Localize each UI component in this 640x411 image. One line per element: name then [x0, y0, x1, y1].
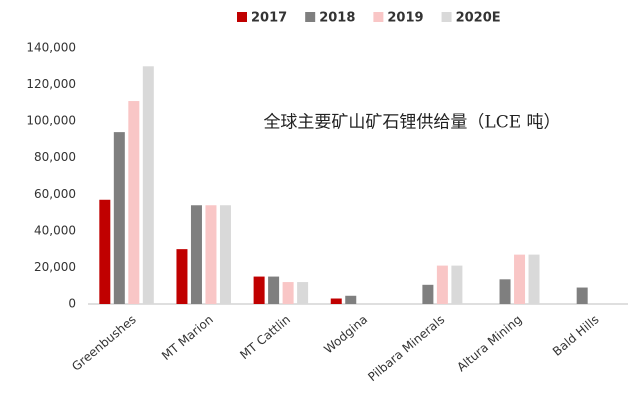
- bar: [99, 199, 111, 304]
- bar: [499, 279, 511, 304]
- bar: [253, 276, 265, 304]
- bar: [282, 282, 294, 304]
- x-tick-label: Greenbushes: [69, 312, 139, 374]
- x-tick-label: Altura Mining: [454, 312, 524, 374]
- legend-swatch: [441, 12, 452, 22]
- legend-swatch: [237, 12, 247, 22]
- y-tick-label: 40,000: [34, 223, 76, 237]
- bar: [345, 295, 357, 304]
- y-tick-label: 60,000: [34, 187, 76, 201]
- y-tick-label: 0: [68, 297, 76, 311]
- chart-title: 全球主要矿山矿石锂供给量（LCE 吨）: [263, 113, 560, 133]
- bar: [514, 254, 526, 304]
- bar: [576, 287, 588, 304]
- bar: [422, 284, 434, 304]
- y-tick-label: 140,000: [26, 41, 76, 55]
- legend-label: 2019: [387, 11, 423, 26]
- legend-swatch: [305, 12, 316, 22]
- x-tick-label: MT Marion: [159, 312, 216, 363]
- bar: [205, 205, 217, 304]
- x-tick-label: MT Cattlin: [237, 312, 293, 362]
- y-tick-label: 100,000: [26, 114, 76, 128]
- legend: 2017 2018 2019 2020E: [237, 11, 501, 26]
- bar: [330, 298, 342, 304]
- legend-label: 2020E: [456, 11, 501, 26]
- bar: [176, 249, 188, 304]
- x-tick-label: Pilbara Minerals: [365, 312, 447, 384]
- y-tick-label: 20,000: [34, 260, 76, 274]
- bar: [436, 265, 448, 304]
- legend-label: 2018: [319, 11, 355, 26]
- bar: [142, 66, 154, 305]
- x-tick-label: Bald Hills: [550, 312, 602, 358]
- bar: [297, 282, 309, 304]
- y-tick-label: 80,000: [34, 150, 76, 164]
- bar: [128, 101, 140, 305]
- bar: [451, 265, 463, 304]
- bar: [190, 205, 202, 304]
- bar: [113, 132, 125, 304]
- x-tick-label: Wodgina: [321, 312, 370, 356]
- legend-swatch: [373, 12, 384, 22]
- y-tick-label: 120,000: [26, 77, 76, 91]
- bar: [528, 254, 540, 304]
- bar: [268, 276, 280, 304]
- legend-label: 2017: [251, 11, 287, 26]
- bar: [219, 205, 231, 304]
